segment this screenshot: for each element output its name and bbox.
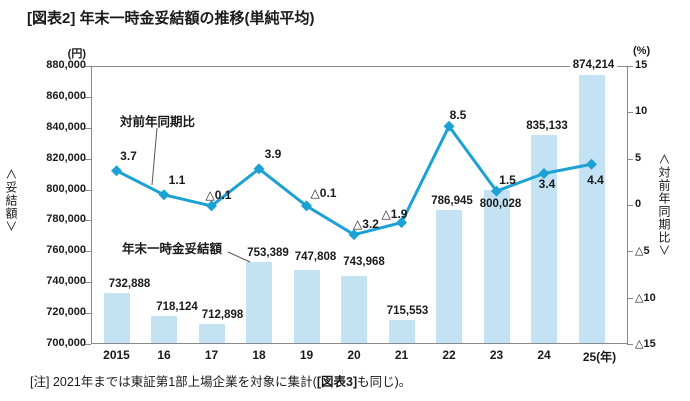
x-axis-label: 24: [537, 348, 551, 362]
right-axis-unit: (%): [633, 45, 651, 57]
bar: [293, 270, 320, 344]
footnote: [注] 2021年までは東証第1部上場企業を対象に集計([図表3]も同じ)。: [30, 371, 411, 390]
x-axis-label: 23: [489, 348, 504, 362]
chart-title: [図表2] 年末一時金妥結額の推移(単純平均): [27, 10, 315, 27]
left-axis-tick: [85, 127, 91, 129]
bar: [103, 293, 130, 344]
left-axis-tick-label: 720,000: [46, 306, 86, 319]
right-axis-tick-label: 0: [635, 198, 642, 210]
bar: [341, 276, 367, 344]
x-axis-label: 20: [347, 348, 361, 362]
left-axis-tick-label: 700,000: [46, 337, 86, 349]
x-axis-label: 25(年): [582, 350, 617, 364]
right-axis-tick: [627, 205, 633, 206]
bar: [151, 316, 177, 344]
bar-value-label: 874,214: [569, 58, 618, 71]
right-axis-tick-label: 15: [635, 59, 648, 71]
right-axis-tick-label: △15: [635, 338, 656, 350]
bar-value-label: 747,808: [294, 251, 337, 264]
left-axis-tick: [85, 158, 91, 160]
right-axis-tick: [627, 158, 633, 160]
left-axis-tick-label: 740,000: [46, 275, 86, 288]
right-axis-title: ＜対前年同期比＞: [657, 153, 671, 258]
right-axis-tick: [627, 251, 633, 253]
line-value-label: 4.4: [587, 173, 604, 188]
right-axis-tick: [627, 66, 633, 67]
left-axis-tick: [85, 96, 91, 98]
bar-value-label: 800,028: [479, 197, 522, 210]
bar-value-label: 743,968: [343, 256, 385, 269]
left-axis-tick-label: 780,000: [46, 213, 86, 226]
left-axis-tick: [85, 282, 91, 284]
right-axis-tick: [627, 344, 633, 345]
line-series-annotation: 対前年同期比: [120, 115, 196, 129]
bar: [388, 319, 415, 344]
line-value-label: △0.1: [310, 185, 337, 200]
bar-value-label: 786,945: [431, 194, 473, 207]
bar-value-label: 732,888: [108, 278, 151, 291]
x-axis-label: 18: [252, 348, 266, 362]
line-value-label: 3.7: [120, 148, 137, 163]
right-axis-tick-label: △10: [635, 291, 656, 304]
left-axis-tick: [85, 220, 91, 222]
bar-value-label: 835,133: [526, 120, 568, 133]
line-value-label: 3.4: [538, 177, 556, 192]
right-axis-tick-label: △5: [635, 245, 650, 258]
left-axis-tick: [85, 189, 91, 191]
line-value-label: 8.5: [449, 108, 467, 123]
x-axis-label: 22: [442, 348, 456, 362]
left-axis-tick: [85, 251, 91, 253]
left-axis-tick-label: 860,000: [46, 89, 86, 102]
footnote-text: [注] 2021年までは東証第1部上場企業を対象に集計(: [30, 375, 317, 389]
x-axis-label: 21: [394, 348, 409, 362]
left-axis-tick-label: 760,000: [46, 244, 86, 257]
line-value-label: 3.9: [264, 146, 282, 161]
right-axis-tick: [627, 112, 633, 114]
footnote-text-end: も同じ)。: [357, 375, 412, 389]
left-axis-tick: [85, 313, 91, 315]
line-value-label: △1.9: [381, 206, 408, 221]
right-axis-tick-label: 5: [635, 151, 642, 164]
left-axis-tick: [85, 66, 91, 67]
left-axis-unit: (円): [67, 48, 86, 60]
left-axis-tick-label: 820,000: [46, 151, 86, 164]
bar-value-label: 715,553: [386, 304, 429, 317]
x-axis-label: 2015: [103, 348, 130, 362]
left-axis-tick-label: 880,000: [46, 59, 86, 71]
bar: [246, 261, 272, 344]
left-axis-title: ＜妥結額＞: [4, 168, 18, 234]
footnote-bold-ref: [図表3]: [316, 375, 358, 389]
line-value-label: △3.2: [353, 216, 379, 231]
line-value-label: △0.1: [205, 187, 232, 202]
line-value-label: 1.1: [168, 172, 186, 187]
x-axis-label: 19: [299, 348, 314, 362]
left-axis-tick: [85, 344, 91, 345]
bar-value-label: 753,389: [247, 246, 289, 259]
line-value-label: 1.5: [499, 173, 516, 188]
bar-value-label: 712,898: [201, 309, 244, 322]
left-axis-tick-label: 840,000: [46, 120, 86, 133]
bar-value-label: 718,124: [156, 301, 198, 313]
x-axis-label: 17: [204, 348, 219, 362]
left-axis-tick-label: 800,000: [46, 182, 86, 195]
right-axis-tick: [627, 297, 633, 299]
x-axis-label: 16: [157, 348, 171, 362]
right-axis-tick-label: 10: [635, 105, 648, 118]
bar-series-annotation: 年末一時金妥結額: [122, 242, 223, 256]
bar: [198, 324, 225, 344]
